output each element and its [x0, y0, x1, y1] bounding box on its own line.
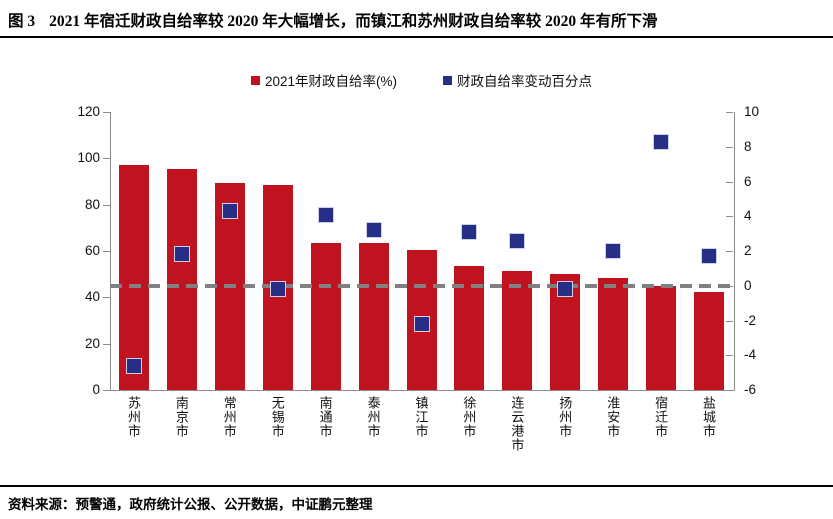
figure-title-text: 2021 年宿迁财政自给率较 2020 年大幅增长，而镇江和苏州财政自给率较 2… — [49, 13, 658, 30]
axis-tick-right — [726, 390, 733, 391]
change-marker — [413, 315, 430, 332]
y-axis-label-left: 120 — [77, 104, 100, 119]
axis-tick-left — [103, 158, 110, 160]
y-axis-label-right: -6 — [744, 382, 757, 397]
x-axis-label: 盐城市 — [701, 396, 717, 438]
change-marker — [653, 133, 670, 150]
source-note: 资料来源：预警通，政府统计公报、公开数据，中证鹏元整理 — [8, 497, 373, 512]
change-marker — [269, 281, 286, 298]
change-marker — [509, 232, 526, 249]
change-marker — [173, 246, 190, 263]
change-marker — [605, 243, 622, 259]
legend-label-rate-2021: 2021年财政自给率(%) — [264, 74, 398, 89]
bar — [694, 291, 725, 390]
x-axis-label: 南京市 — [173, 396, 189, 438]
y-axis-label-right: 4 — [744, 208, 752, 224]
axis-tick-right — [726, 216, 733, 218]
axis-tick-right — [726, 112, 733, 113]
axis-tick-left — [103, 390, 110, 391]
x-axis-label: 淮安市 — [605, 396, 621, 438]
zero-dashed-line — [110, 283, 733, 288]
bar — [502, 271, 533, 390]
legend-label-change: 财政自给率变动百分点 — [457, 74, 593, 89]
footer-divider — [0, 485, 833, 487]
bar — [646, 286, 677, 390]
axis-tick-right — [726, 320, 733, 322]
change-marker — [557, 281, 574, 298]
x-axis-label: 苏州市 — [125, 396, 141, 438]
y-axis-label-left: 100 — [77, 150, 100, 166]
change-marker — [701, 248, 718, 265]
axis-tick-left — [103, 204, 110, 206]
change-marker — [125, 357, 142, 374]
bar — [118, 164, 149, 390]
change-marker — [461, 223, 478, 240]
bar — [166, 168, 197, 390]
x-axis-label: 无锡市 — [269, 396, 285, 438]
y-axis-label-right: 10 — [744, 104, 760, 119]
change-marker — [221, 203, 238, 220]
axis-tick-right — [726, 146, 733, 148]
y-axis-label-left: 80 — [84, 196, 100, 212]
axis-tick-left — [103, 112, 110, 113]
y-axis-label-left: 60 — [84, 243, 100, 258]
bar — [598, 278, 629, 390]
figure-number: 图 3 — [8, 13, 36, 30]
x-axis-label: 扬州市 — [557, 396, 573, 438]
y-axis-label-right: 0 — [744, 277, 752, 293]
bar — [310, 242, 341, 390]
x-axis-label: 镇江市 — [413, 396, 429, 438]
navy-square-icon — [443, 75, 453, 85]
chart-legend: 2021年财政自给率(%) 财政自给率变动百分点 — [110, 70, 733, 90]
figure-title: 图 3 2021 年宿迁财政自给率较 2020 年大幅增长，而镇江和苏州财政自给率… — [8, 9, 828, 31]
red-square-icon — [250, 75, 260, 85]
x-axis-label: 南通市 — [317, 396, 333, 438]
axis-tick-right — [726, 181, 733, 183]
y-axis-label-right: 6 — [744, 173, 752, 189]
x-axis-label: 宿迁市 — [653, 396, 669, 438]
x-axis-label: 徐州市 — [461, 396, 477, 438]
axis-tick-right — [726, 251, 733, 252]
x-axis-label: 连云港市 — [509, 396, 525, 452]
bar — [358, 243, 389, 390]
x-axis-label: 常州市 — [221, 396, 237, 438]
y-axis-label-left: 40 — [84, 289, 100, 305]
legend-item-rate-2021: 2021年财政自给率(%) — [250, 70, 398, 90]
axis-tick-left — [103, 343, 110, 345]
change-marker — [365, 222, 382, 239]
y-axis-label-right: -2 — [744, 312, 757, 328]
y-axis-label-left: 20 — [84, 335, 100, 351]
axis-tick-right — [726, 355, 733, 357]
y-axis-label-left: 0 — [92, 382, 100, 397]
title-divider — [0, 36, 833, 38]
y-axis-label-right: 2 — [744, 243, 752, 258]
y-axis-label-right: -4 — [744, 347, 757, 363]
x-axis-label: 泰州市 — [365, 396, 381, 438]
axis-tick-left — [103, 251, 110, 252]
legend-item-change: 财政自给率变动百分点 — [443, 70, 592, 90]
y-axis-label-right: 8 — [744, 138, 752, 154]
axis-tick-left — [103, 297, 110, 299]
change-marker — [317, 206, 334, 223]
